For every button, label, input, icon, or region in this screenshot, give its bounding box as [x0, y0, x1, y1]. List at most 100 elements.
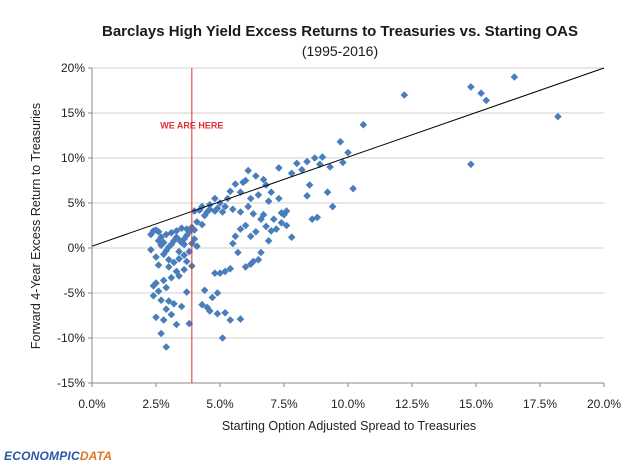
y-tick-label: 10% — [61, 151, 85, 165]
data-point — [200, 286, 209, 295]
data-point — [234, 248, 242, 257]
data-point — [167, 273, 176, 282]
data-point — [167, 310, 176, 319]
data-point — [231, 180, 240, 188]
data-point — [344, 148, 352, 157]
data-point — [323, 188, 332, 196]
chart-title: Barclays High Yield Excess Returns to Tr… — [102, 23, 578, 40]
x-axis-label: Starting Option Adjusted Spread to Treas… — [222, 419, 476, 433]
logo-part-2: DATA — [79, 449, 113, 463]
data-point — [249, 210, 258, 218]
data-point — [282, 207, 291, 215]
data-point — [195, 206, 204, 214]
y-axis-label: Forward 4-Year Excess Return to Treasuri… — [29, 103, 43, 349]
data-point — [152, 253, 160, 261]
data-point — [236, 315, 245, 323]
data-point — [257, 248, 265, 257]
data-point — [264, 237, 273, 245]
data-point — [336, 138, 345, 146]
data-point — [280, 210, 288, 219]
data-point — [172, 227, 181, 235]
data-point — [157, 233, 165, 241]
data-point — [282, 221, 291, 230]
x-tick-label: 17.5% — [523, 397, 557, 411]
data-point — [254, 255, 263, 264]
data-point — [221, 202, 229, 211]
data-point — [241, 263, 250, 271]
data-point — [244, 202, 252, 211]
data-point — [159, 276, 168, 285]
data-point — [213, 309, 222, 318]
data-point — [244, 166, 252, 175]
y-tick-label: -5% — [64, 286, 86, 300]
data-point — [231, 232, 240, 241]
data-point — [165, 243, 173, 251]
x-tick-label: 5.0% — [206, 397, 234, 411]
data-point — [239, 178, 247, 187]
data-point — [316, 160, 324, 169]
data-point — [211, 194, 219, 203]
data-point — [241, 221, 250, 230]
data-point — [193, 218, 201, 226]
data-point — [211, 207, 219, 215]
data-point — [157, 296, 165, 304]
data-point — [477, 89, 485, 97]
data-point — [193, 242, 201, 250]
data-point — [221, 267, 229, 276]
x-tick-label: 7.5% — [270, 397, 298, 411]
data-point — [272, 225, 281, 233]
data-point — [198, 300, 206, 309]
data-point — [165, 297, 173, 305]
x-tick-label: 2.5% — [142, 397, 170, 411]
data-point — [165, 263, 173, 271]
data-point — [264, 197, 273, 205]
y-tick-label: 0% — [68, 241, 86, 255]
data-point — [305, 181, 314, 189]
data-point — [269, 215, 278, 223]
data-point — [159, 316, 168, 324]
economicdata-logo: ECONOMPICDATA — [4, 449, 112, 463]
data-point — [246, 194, 255, 203]
y-axis-ticks: 20% 15% 10% 5% 0% -5% -10% -15% — [57, 61, 85, 390]
data-point — [246, 232, 255, 241]
data-point — [218, 208, 227, 216]
data-point — [236, 225, 245, 233]
data-point — [172, 320, 181, 329]
data-point — [190, 235, 199, 243]
data-point — [157, 329, 165, 338]
x-tick-label: 0.0% — [78, 397, 106, 411]
data-point — [200, 211, 209, 220]
data-point — [177, 224, 186, 232]
y-tick-label: -10% — [57, 331, 85, 345]
y-tick-label: 20% — [61, 61, 85, 75]
data-point — [308, 215, 316, 223]
data-point — [175, 247, 183, 256]
data-point — [236, 208, 245, 216]
data-point — [467, 160, 475, 169]
x-tick-label: 10.0% — [331, 397, 365, 411]
data-point — [554, 112, 562, 121]
data-points — [147, 73, 562, 351]
chart-subtitle: (1995-2016) — [302, 43, 378, 59]
data-point — [154, 287, 163, 295]
data-point — [510, 73, 519, 81]
data-point — [218, 334, 227, 342]
data-point — [303, 192, 311, 200]
data-point — [275, 194, 283, 203]
data-point — [190, 207, 199, 215]
data-point — [152, 313, 160, 322]
x-tick-label: 20.0% — [587, 397, 621, 411]
data-point — [287, 233, 296, 241]
data-point — [162, 305, 171, 313]
data-point — [147, 230, 155, 239]
data-point — [172, 233, 181, 241]
data-point — [203, 303, 211, 312]
data-point — [162, 343, 171, 351]
data-point — [267, 188, 275, 196]
data-point — [190, 226, 199, 234]
data-point — [162, 283, 171, 292]
x-tick-label: 15.0% — [459, 397, 493, 411]
data-point — [211, 269, 219, 277]
data-point — [175, 255, 183, 263]
data-point — [149, 282, 158, 290]
